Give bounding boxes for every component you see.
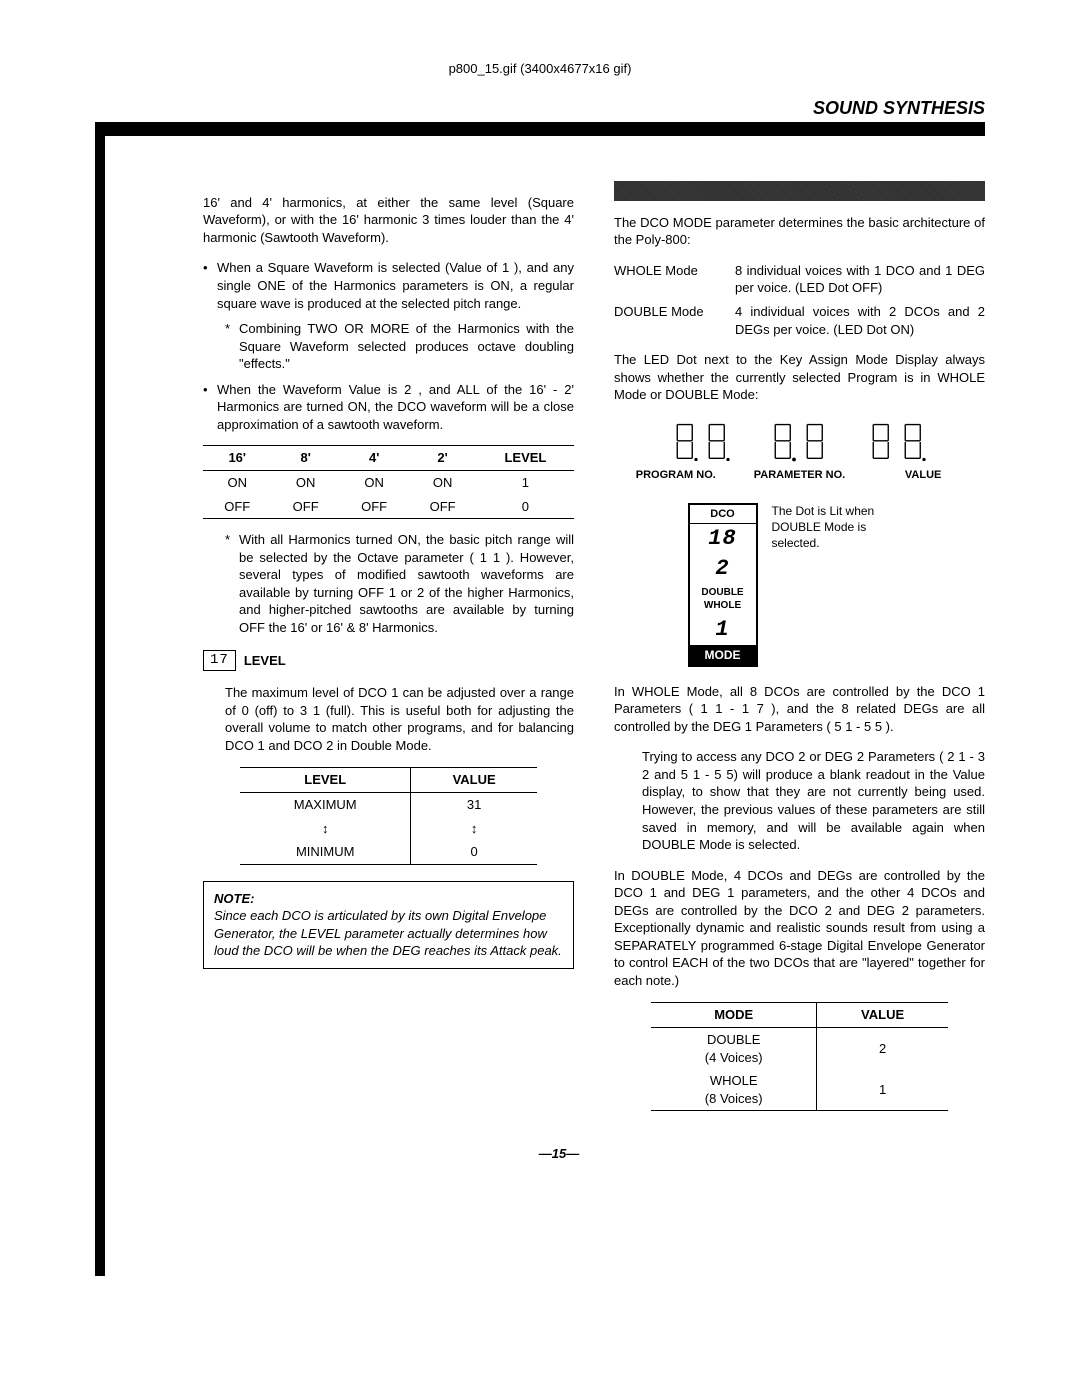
led-group-parameter [771, 422, 829, 462]
mode-box-mode: MODE [690, 645, 756, 665]
left-column: 16' and 4' harmonics, at either the same… [133, 181, 574, 1121]
th: 8' [271, 446, 339, 471]
seven-segment-icon [869, 422, 895, 462]
harmonics-table: 16' 8' 4' 2' LEVEL ON ON ON ON 1 [203, 445, 574, 519]
mode-whole-row: WHOLE Mode 8 individual voices with 1 DC… [614, 262, 985, 297]
note-body: Since each DCO is articulated by its own… [214, 907, 563, 960]
led-group-program [673, 422, 731, 462]
mode-box-dco: DCO [690, 505, 756, 525]
led-group-value [869, 422, 927, 462]
page-number: —15— [133, 1145, 985, 1163]
th: LEVEL [240, 768, 411, 793]
frame: 16' and 4' harmonics, at either the same… [95, 136, 985, 1276]
bullet-square: When a Square Waveform is selected (Valu… [203, 259, 574, 312]
mode-panel: DCO 18 2 DOUBLE WHOLE 1 MODE The Dot is … [614, 503, 985, 667]
dco-mode-intro: The DCO MODE parameter determines the ba… [614, 214, 985, 249]
mode-box-doublewhole: DOUBLE WHOLE [690, 584, 756, 615]
th: 16' [203, 446, 271, 471]
led-labels: PROGRAM NO. PARAMETER NO. VALUE [614, 468, 985, 483]
mode-value-table: MODE VALUE DOUBLE (4 Voices)2 WHOLE (8 V… [651, 1002, 948, 1111]
bullet-sawtooth: When the Waveform Value is 2 , and ALL o… [203, 381, 574, 434]
led-display-row [614, 422, 985, 462]
page: p800_15.gif (3400x4677x16 gif) SOUND SYN… [0, 0, 1080, 1397]
table-row: ↕↕ [240, 817, 537, 841]
table-row: OFF OFF OFF OFF 0 [203, 495, 574, 519]
th: 4' [340, 446, 408, 471]
th: LEVEL [477, 446, 574, 471]
table-row: ON ON ON ON 1 [203, 470, 574, 494]
mode-double-row: DOUBLE Mode 4 individual voices with 2 D… [614, 303, 985, 338]
seven-segment-icon [803, 422, 829, 462]
section-label: LEVEL [244, 652, 286, 670]
whole-mode-paragraph: In WHOLE Mode, all 8 DCOs are controlled… [614, 683, 985, 736]
panel-note: The Dot is Lit when DOUBLE Mode is selec… [772, 503, 912, 667]
seven-segment-icon [901, 422, 927, 462]
led-label: PARAMETER NO. [738, 468, 860, 483]
header: SOUND SYNTHESIS [95, 96, 985, 122]
mode-box: DCO 18 2 DOUBLE WHOLE 1 MODE [688, 503, 758, 667]
table-row: DOUBLE (4 Voices)2 [651, 1028, 948, 1070]
seven-segment-icon [673, 422, 699, 462]
intro-paragraph: 16' and 4' harmonics, at either the same… [203, 194, 574, 247]
file-caption: p800_15.gif (3400x4677x16 gif) [95, 60, 985, 78]
th: VALUE [411, 768, 537, 793]
table-row: WHOLE (8 Voices)1 [651, 1069, 948, 1111]
param-number-box: 17 [203, 650, 236, 671]
dark-bar [614, 181, 985, 201]
led-dot-note: The LED Dot next to the Key Assign Mode … [614, 351, 985, 404]
led-label: PROGRAM NO. [615, 468, 737, 483]
double-mode-paragraph: In DOUBLE Mode, 4 DCOs and DEGs are cont… [614, 867, 985, 990]
note-heading: NOTE: [214, 890, 563, 908]
mode-box-one: 1 [690, 615, 756, 645]
right-column: The DCO MODE parameter determines the ba… [614, 181, 985, 1121]
level-paragraph: The maximum level of DCO 1 can be adjust… [225, 684, 574, 754]
led-label: VALUE [862, 468, 984, 483]
seven-segment-icon [705, 422, 731, 462]
section-level: 17 LEVEL [203, 650, 574, 671]
table-row: MINIMUM0 [240, 840, 537, 864]
mode-key: WHOLE Mode [614, 262, 719, 297]
whole-mode-indent: Trying to access any DCO 2 or DEG 2 Para… [642, 748, 985, 853]
starnote-harmonics-on: With all Harmonics turned ON, the basic … [225, 531, 574, 636]
th: VALUE [817, 1003, 948, 1028]
seven-segment-icon [771, 422, 797, 462]
mode-box-two: 2 [690, 554, 756, 584]
th: MODE [651, 1003, 817, 1028]
mode-desc: 4 individual voices with 2 DCOs and 2 DE… [735, 303, 985, 338]
table-row: MAXIMUM31 [240, 792, 537, 816]
header-bar [95, 122, 985, 136]
mode-desc: 8 individual voices with 1 DCO and 1 DEG… [735, 262, 985, 297]
level-table: LEVEL VALUE MAXIMUM31 ↕↕ MINIMUM0 [240, 767, 537, 864]
note-box: NOTE: Since each DCO is articulated by i… [203, 881, 574, 969]
mode-box-value: 18 [690, 524, 756, 554]
mode-key: DOUBLE Mode [614, 303, 719, 338]
header-title: SOUND SYNTHESIS [813, 96, 985, 120]
starnote-combining: Combining TWO OR MORE of the Harmonics w… [225, 320, 574, 373]
th: 2' [408, 446, 476, 471]
